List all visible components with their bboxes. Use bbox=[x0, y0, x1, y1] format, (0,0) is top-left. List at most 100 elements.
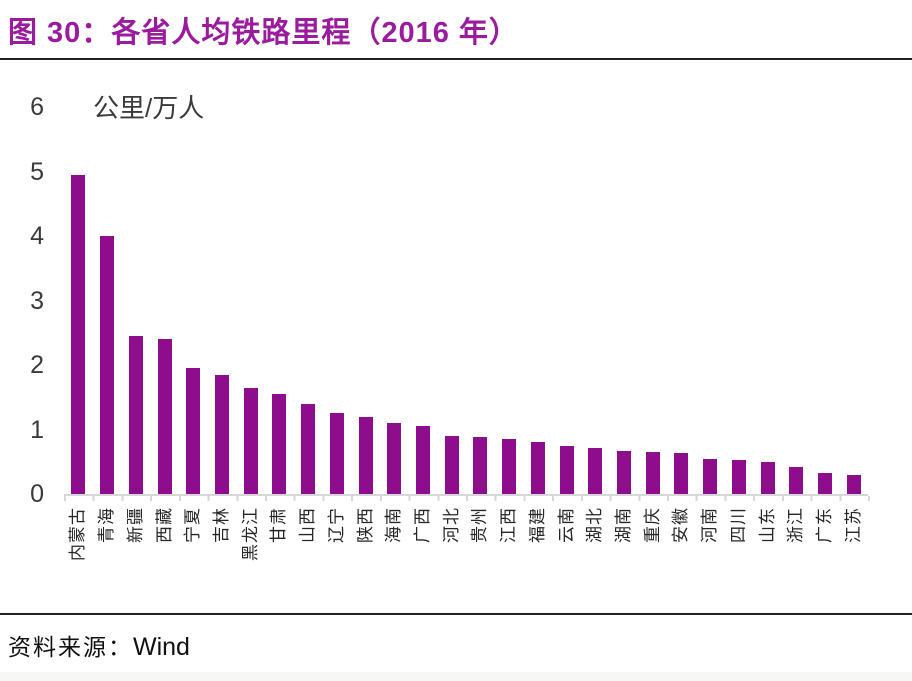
y-tick-label-3: 3 bbox=[30, 286, 44, 315]
bar-cell bbox=[839, 107, 868, 494]
bar-重庆 bbox=[645, 452, 660, 494]
x-label-cell: 浙江 bbox=[782, 503, 811, 671]
x-axis-label-黑龙江: 黑龙江 bbox=[240, 507, 260, 561]
bar-cell bbox=[179, 107, 208, 494]
x-axis-label-广东: 广东 bbox=[815, 507, 835, 543]
x-axis-label-内蒙古: 内蒙古 bbox=[68, 507, 88, 561]
x-axis-label-河北: 河北 bbox=[441, 507, 461, 543]
x-label-cell: 福建 bbox=[524, 503, 553, 671]
bar-cell bbox=[236, 107, 265, 494]
bar-cell bbox=[437, 107, 466, 494]
bar-山东 bbox=[760, 461, 775, 494]
x-label-cell: 海南 bbox=[380, 503, 409, 671]
x-label-cell: 江西 bbox=[495, 503, 524, 671]
bar-西藏 bbox=[157, 339, 172, 494]
x-axis-label-甘肃: 甘肃 bbox=[269, 507, 289, 543]
y-axis-unit-label: 公里/万人 bbox=[93, 93, 205, 123]
bar-内蒙古 bbox=[71, 174, 86, 494]
bar-陕西 bbox=[358, 416, 373, 494]
x-axis-label-新疆: 新疆 bbox=[125, 507, 145, 543]
bar-cell bbox=[524, 107, 553, 494]
x-label-cell: 重庆 bbox=[638, 503, 667, 671]
x-axis-label-河南: 河南 bbox=[700, 507, 720, 543]
x-axis-label-福建: 福建 bbox=[527, 507, 547, 543]
plot-area bbox=[64, 107, 868, 496]
bar-cell bbox=[725, 107, 754, 494]
bar-海南 bbox=[387, 423, 402, 494]
x-axis-label-重庆: 重庆 bbox=[642, 507, 662, 543]
x-axis-label-四川: 四川 bbox=[728, 507, 748, 543]
bar-甘肃 bbox=[272, 394, 287, 494]
bar-cell bbox=[782, 107, 811, 494]
bar-四川 bbox=[731, 459, 746, 494]
x-label-cell: 辽宁 bbox=[322, 503, 351, 671]
bar-宁夏 bbox=[186, 368, 201, 494]
x-axis-label-湖北: 湖北 bbox=[585, 507, 605, 543]
bar-cell bbox=[150, 107, 179, 494]
bar-cell bbox=[121, 107, 150, 494]
top-rule bbox=[0, 58, 912, 60]
y-tick-label-5: 5 bbox=[30, 157, 44, 186]
x-label-cell: 四川 bbox=[725, 503, 754, 671]
source-line: 资料来源：Wind bbox=[0, 615, 912, 662]
bar-cell bbox=[753, 107, 782, 494]
x-label-cell: 广西 bbox=[409, 503, 438, 671]
bar-cell bbox=[294, 107, 323, 494]
x-axis-label-浙江: 浙江 bbox=[786, 507, 806, 543]
x-axis-label-贵州: 贵州 bbox=[470, 507, 490, 543]
x-label-cell: 西藏 bbox=[150, 503, 179, 671]
bar-cell bbox=[495, 107, 524, 494]
bar-云南 bbox=[559, 445, 574, 494]
bar-青海 bbox=[100, 236, 115, 494]
y-tick-label-4: 4 bbox=[30, 222, 44, 250]
x-label-cell: 宁夏 bbox=[179, 503, 208, 671]
x-label-cell: 内蒙古 bbox=[64, 503, 93, 671]
bar-cell bbox=[380, 107, 409, 494]
x-label-cell: 广东 bbox=[811, 503, 840, 671]
figure-title: 图 30：各省人均铁路里程（2016 年） bbox=[8, 17, 519, 49]
y-tick-label-2: 2 bbox=[30, 351, 44, 379]
bar-吉林 bbox=[214, 374, 229, 494]
x-label-cell: 吉林 bbox=[208, 503, 237, 671]
bar-浙江 bbox=[789, 466, 804, 494]
x-axis-labels: 内蒙古 青海 新疆 西藏 宁夏 吉林 黑龙江 甘肃 山西 辽宁 陕西 海南 广西 河北 贵州 江西 福建 云南 湖北… bbox=[64, 503, 868, 671]
bar-cell bbox=[552, 107, 581, 494]
x-axis-label-山东: 山东 bbox=[757, 507, 777, 543]
bar-cell bbox=[64, 107, 93, 494]
x-axis-label-陕西: 陕西 bbox=[355, 507, 375, 543]
bar-广西 bbox=[415, 426, 430, 494]
bar-cell bbox=[93, 107, 122, 494]
x-label-cell: 山西 bbox=[294, 503, 323, 671]
source-label: 资料来源： bbox=[8, 635, 133, 660]
bar-新疆 bbox=[128, 335, 143, 494]
x-label-cell: 贵州 bbox=[466, 503, 495, 671]
source-name: Wind bbox=[133, 633, 190, 661]
y-tick-label-0: 0 bbox=[30, 480, 44, 508]
x-axis-label-云南: 云南 bbox=[556, 507, 576, 543]
bar-cell bbox=[466, 107, 495, 494]
x-label-cell: 青海 bbox=[93, 503, 122, 671]
x-axis-label-山西: 山西 bbox=[298, 507, 318, 543]
bar-cell bbox=[208, 107, 237, 494]
x-label-cell: 河南 bbox=[696, 503, 725, 671]
x-label-cell: 新疆 bbox=[121, 503, 150, 671]
x-label-cell: 黑龙江 bbox=[236, 503, 265, 671]
bar-辽宁 bbox=[329, 413, 344, 494]
footer-strip bbox=[0, 672, 912, 681]
bar-湖北 bbox=[588, 447, 603, 494]
x-axis-label-辽宁: 辽宁 bbox=[326, 507, 346, 543]
bar-江苏 bbox=[846, 474, 861, 494]
x-label-cell: 甘肃 bbox=[265, 503, 294, 671]
bar-河南 bbox=[703, 458, 718, 494]
bar-广东 bbox=[818, 472, 833, 494]
bar-贵州 bbox=[473, 437, 488, 494]
x-axis-label-江苏: 江苏 bbox=[843, 507, 863, 543]
bar-cell bbox=[667, 107, 696, 494]
bar-cell bbox=[322, 107, 351, 494]
x-axis-label-西藏: 西藏 bbox=[154, 507, 174, 543]
bar-河北 bbox=[444, 435, 459, 494]
x-axis-label-宁夏: 宁夏 bbox=[183, 507, 203, 543]
y-tick-label-6: 6 bbox=[30, 93, 44, 121]
bar-cell bbox=[696, 107, 725, 494]
bar-山西 bbox=[301, 403, 316, 494]
